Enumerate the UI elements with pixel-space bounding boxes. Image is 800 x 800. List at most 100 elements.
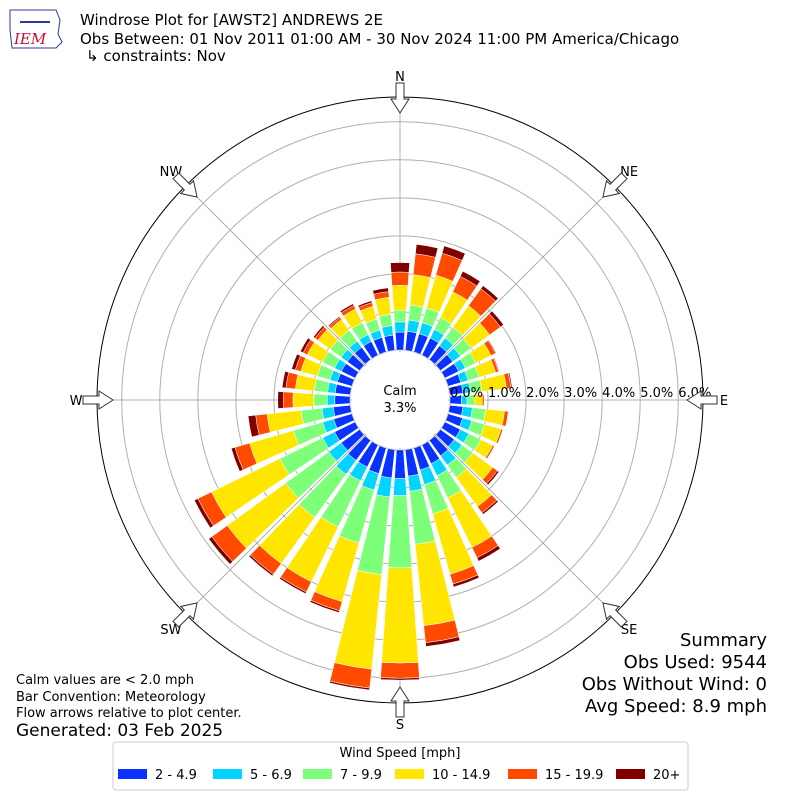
calm-circle xyxy=(352,352,448,448)
wind-bar xyxy=(309,600,340,613)
legend-swatch xyxy=(303,769,332,779)
flow-arrow-shape xyxy=(172,172,198,198)
wind-bar xyxy=(313,325,325,339)
grid-spoke xyxy=(185,399,401,615)
grid-spoke xyxy=(399,185,615,401)
wind-bar xyxy=(194,498,214,529)
wind-bar xyxy=(394,331,406,351)
wind-bar xyxy=(300,337,311,354)
legend-label: 2 - 4.9 xyxy=(155,768,197,783)
wind-bar xyxy=(334,395,351,405)
wind-bar xyxy=(393,478,407,496)
r-tick-label: 0.0% xyxy=(450,386,483,401)
constraints: ↳ constraints: Nov xyxy=(86,47,226,65)
wind-bar xyxy=(339,303,355,314)
wind-bar xyxy=(394,449,406,479)
wind-bar xyxy=(248,554,274,577)
wind-bar xyxy=(390,262,410,273)
wind-bar xyxy=(391,285,409,311)
flow-arrow xyxy=(172,602,198,628)
generated: Generated: 03 Feb 2025 xyxy=(16,721,223,741)
wind-bar xyxy=(441,245,466,261)
r-tick-label: 3.0% xyxy=(564,386,597,401)
chart-subtitle: Obs Between: 01 Nov 2011 01:00 AM - 30 N… xyxy=(80,30,679,48)
flow-arrow-shape xyxy=(602,172,628,198)
wind-bar xyxy=(283,391,294,409)
flow-arrow-shape xyxy=(390,82,410,114)
wind-bar xyxy=(372,287,389,295)
wind-bar xyxy=(327,316,341,327)
wind-bar xyxy=(230,447,244,472)
r-tick-label: 1.0% xyxy=(488,386,521,401)
legend-swatch xyxy=(395,769,424,779)
wind-bar xyxy=(281,371,290,389)
flow-arrow-shape xyxy=(390,686,410,718)
wind-bar xyxy=(208,536,234,565)
legend-swatch xyxy=(508,769,537,779)
wind-bar xyxy=(425,636,461,647)
direction-label: E xyxy=(720,394,728,409)
flow-arrow-shape xyxy=(602,602,628,628)
direction-label: N xyxy=(395,70,405,85)
summary-line: Obs Used: 9544 xyxy=(624,652,767,673)
legend: Wind Speed [mph] 2 - 4.9 5 - 6.9 7 - 9.9 10… xyxy=(112,741,689,791)
direction-label: SE xyxy=(621,623,637,638)
wind-bar xyxy=(326,394,336,406)
flow-arrow-shape xyxy=(686,390,718,410)
wind-bar xyxy=(415,244,439,258)
legend-swatch xyxy=(213,769,242,779)
wind-bar xyxy=(380,662,420,679)
calm-label: 3.3% xyxy=(383,401,416,416)
wind-bar xyxy=(279,576,307,595)
note: Bar Convention: Meteorology xyxy=(16,690,206,705)
flow-arrow xyxy=(172,172,198,198)
wind-bar xyxy=(480,285,499,302)
legend-swatch xyxy=(118,769,147,779)
wind-bar xyxy=(486,470,500,486)
wind-bar xyxy=(381,567,419,664)
legend-swatch xyxy=(616,769,645,779)
flow-arrow xyxy=(390,686,410,718)
wind-bar xyxy=(481,499,499,515)
wind-bar xyxy=(459,270,481,287)
summary-line: Obs Without Wind: 0 xyxy=(582,674,767,695)
chart-title: Windrose Plot for [AWST2] ANDREWS 2E xyxy=(80,11,383,29)
legend-label: 15 - 19.9 xyxy=(545,768,603,783)
wind-bar xyxy=(452,574,480,588)
wind-bar xyxy=(497,429,504,444)
grid-spoke xyxy=(399,399,615,615)
direction-label: W xyxy=(70,394,83,409)
summary-line: Avg Speed: 8.9 mph xyxy=(585,696,767,717)
legend-label: 5 - 6.9 xyxy=(250,768,292,783)
wind-bar xyxy=(461,406,473,418)
wind-bar xyxy=(488,310,504,328)
flow-arrow xyxy=(602,172,628,198)
flow-arrow xyxy=(390,82,410,114)
legend-title: Wind Speed [mph] xyxy=(340,746,461,761)
wind-bar xyxy=(508,372,513,389)
note: Flow arrows relative to plot center. xyxy=(16,706,242,721)
wind-bar xyxy=(487,339,497,354)
wind-bar xyxy=(291,353,301,371)
summary-title: Summary xyxy=(680,630,767,651)
r-tick-label: 4.0% xyxy=(602,386,635,401)
note: Calm values are < 2.0 mph xyxy=(16,673,194,688)
legend-frame xyxy=(112,741,689,791)
wind-bar xyxy=(394,321,406,333)
direction-label: S xyxy=(396,718,404,733)
wind-bar xyxy=(476,545,501,562)
r-tick-label: 2.0% xyxy=(526,386,559,401)
wind-bar xyxy=(357,300,373,308)
flow-arrow xyxy=(82,390,114,410)
r-tick-label: 5.0% xyxy=(640,386,673,401)
logo-outline xyxy=(9,9,63,49)
flow-arrow xyxy=(686,390,718,410)
wind-bar xyxy=(393,309,407,323)
wind-bar xyxy=(277,391,284,409)
calm-title: Calm xyxy=(383,384,416,399)
wind-bar xyxy=(390,271,410,286)
direction-label: SW xyxy=(160,623,181,638)
